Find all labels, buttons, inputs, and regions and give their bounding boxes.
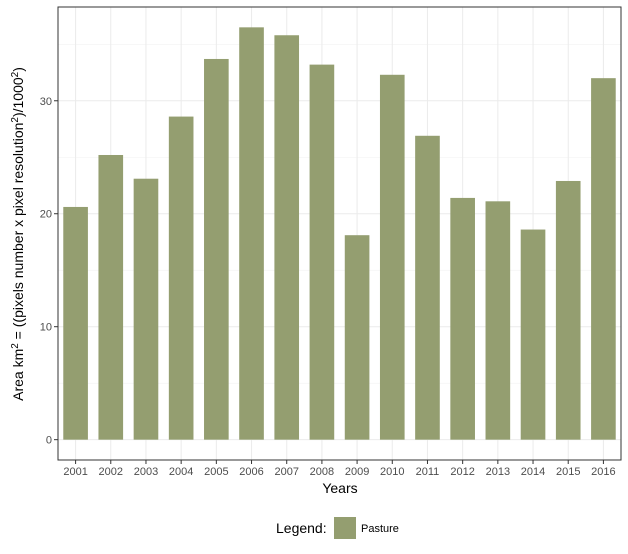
- bar: [344, 235, 370, 440]
- x-tick-label: 2005: [204, 466, 228, 478]
- bar: [485, 201, 511, 440]
- legend-title: Legend:: [276, 520, 327, 536]
- x-tick-label: 2011: [416, 466, 440, 478]
- x-axis: 2001 2002 2003 2004 2005 2006 2007 2008 2009 2010…: [63, 460, 616, 478]
- y-tick-label: 10: [40, 322, 52, 334]
- bar: [520, 229, 546, 440]
- x-tick-label: 2009: [345, 466, 369, 478]
- panel-border: [57, 6, 622, 461]
- bar: [239, 27, 264, 440]
- bar: [555, 180, 581, 440]
- bar: [274, 35, 300, 440]
- bar: [309, 64, 335, 440]
- x-tick-label: 2010: [380, 466, 404, 478]
- x-tick-label: 2006: [239, 466, 263, 478]
- x-tick-label: 2001: [63, 466, 87, 478]
- bar: [450, 197, 475, 440]
- y-tick-label: 30: [40, 96, 52, 108]
- x-tick-label: 2008: [310, 466, 334, 478]
- bar: [591, 78, 616, 440]
- x-tick-label: 2014: [521, 466, 545, 478]
- y-tick-label: 0: [46, 435, 52, 447]
- legend-swatch: [334, 517, 356, 539]
- x-tick-label: 2016: [591, 466, 615, 478]
- x-tick-label: 2003: [134, 466, 158, 478]
- legend-label: Pasture: [361, 523, 399, 535]
- bar: [415, 135, 440, 440]
- bar: [63, 206, 88, 440]
- x-tick-label: 2004: [169, 466, 193, 478]
- bar: [98, 154, 124, 440]
- x-tick-label: 2015: [556, 466, 580, 478]
- legend: Legend: Pasture: [276, 517, 399, 539]
- bar: [379, 74, 405, 440]
- y-tick-label: 20: [40, 209, 52, 221]
- y-axis-title: Area km2 = ((pixels number x pixel resol…: [10, 67, 27, 401]
- x-tick-label: 2012: [450, 466, 474, 478]
- bar: [133, 178, 159, 440]
- x-axis-title: Years: [322, 480, 357, 496]
- bar: [204, 58, 229, 440]
- x-tick-label: 2007: [274, 466, 298, 478]
- y-axis: 0 10 20 30: [40, 96, 58, 447]
- x-tick-label: 2013: [486, 466, 510, 478]
- bars: [63, 27, 616, 440]
- x-tick-label: 2002: [99, 466, 123, 478]
- bar: [168, 116, 194, 440]
